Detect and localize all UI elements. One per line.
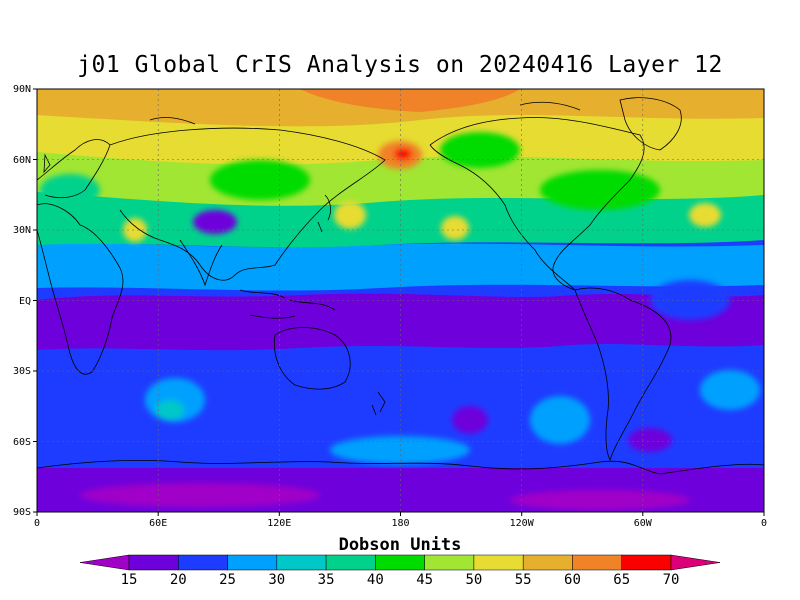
colorbar-label: 25: [219, 572, 236, 588]
lat-label: 30N: [13, 225, 31, 236]
uk-outline: [43, 153, 51, 174]
lat-label: 30S: [13, 366, 31, 377]
colorbar-label: 55: [515, 572, 532, 588]
colorbar-segment: [325, 554, 376, 571]
lon-label: 60W: [634, 518, 653, 529]
colorbar-title: Dobson Units: [338, 535, 462, 555]
greenland-outline: [619, 97, 682, 151]
new-zealand-outline: [371, 391, 386, 416]
colorbar-segment: [621, 554, 672, 571]
cell-india: [123, 218, 147, 242]
lat-label: EQ: [19, 296, 31, 307]
cell-japan: [334, 201, 366, 229]
colorbar-label: 50: [465, 572, 482, 588]
arctic-islands: [149, 101, 581, 125]
colorbar-label: 45: [416, 572, 433, 588]
map-title: j01 Global CrIS Analysis on 20240416 Lay…: [77, 52, 723, 78]
colorbar-segment: [128, 554, 179, 571]
lat-axis: 90N 60N 30N EQ 30S 60S 90S: [13, 84, 37, 518]
colorbar-segment: [375, 554, 425, 571]
colorbar-label: 35: [318, 572, 335, 588]
colorbar: 15 20 25 30 35 40 45 50 55 60 65 70: [79, 554, 721, 588]
colorbar-segment: [276, 554, 327, 571]
colorbar-segment: [227, 554, 278, 571]
colorbar-label: 70: [663, 572, 680, 588]
se-asia-islands: [239, 289, 336, 319]
green-siberia: [210, 160, 310, 200]
lon-label: 120E: [267, 518, 291, 529]
lon-label: 0: [34, 518, 40, 529]
south-america-outline: [574, 287, 672, 462]
southern-blue-3: [530, 396, 590, 444]
colorbar-segment: [522, 554, 573, 571]
colorbar-high-arrow: [670, 554, 721, 571]
lon-axis: 0 60E 120E 180 120W 60W 0: [34, 512, 767, 529]
north-america-outline: [429, 117, 645, 291]
japan-outline: [317, 194, 331, 233]
antarctic-deep-2: [510, 490, 690, 510]
ozone-field: [37, 89, 764, 512]
lon-label: 60E: [149, 518, 167, 529]
green-nw: [440, 132, 520, 168]
colorbar-segment: [424, 554, 475, 571]
colorbar-label: 20: [170, 572, 187, 588]
southern-blue-2: [330, 436, 470, 464]
lat-label: 60N: [13, 155, 31, 166]
australia-outline: [273, 327, 351, 390]
tropical-blue-patch: [650, 280, 730, 320]
cell-atlantic: [689, 203, 721, 227]
lat-label: 90S: [13, 507, 31, 518]
colorbar-label: 65: [613, 572, 630, 588]
cell-pacific: [441, 216, 469, 240]
antarctica-outline: [37, 460, 764, 475]
southern-teal-1: [156, 400, 184, 420]
colorbar-label: 30: [268, 572, 285, 588]
coastlines: [37, 97, 764, 475]
southern-purple-2: [628, 428, 672, 452]
africa-outline: [37, 203, 124, 375]
colorbar-label: 15: [121, 572, 138, 588]
colorbar-label: 60: [564, 572, 581, 588]
colorbar-segment: [572, 554, 622, 571]
southern-purple-1: [452, 406, 488, 434]
colorbar-low-arrow: [79, 554, 130, 571]
asia-outline: [109, 127, 386, 281]
ozone-peak: [394, 148, 412, 160]
colorbar-label: 40: [367, 572, 384, 588]
southern-blue-4: [700, 370, 760, 410]
lat-label: 60S: [13, 437, 31, 448]
green-america: [540, 170, 660, 210]
colorbar-segment: [178, 554, 228, 571]
lat-lon-grid: [37, 89, 764, 512]
colorbar-segment: [473, 554, 524, 571]
lat-label: 90N: [13, 84, 31, 95]
lon-label: 180: [391, 518, 409, 529]
antarctic-deep: [80, 483, 320, 507]
arctic-max: [300, 89, 520, 112]
pacific-low-cell: [193, 210, 237, 234]
india-outline: [179, 239, 223, 287]
green-europe: [40, 174, 100, 206]
lon-label: 120W: [510, 518, 535, 529]
lon-label: 0: [761, 518, 767, 529]
